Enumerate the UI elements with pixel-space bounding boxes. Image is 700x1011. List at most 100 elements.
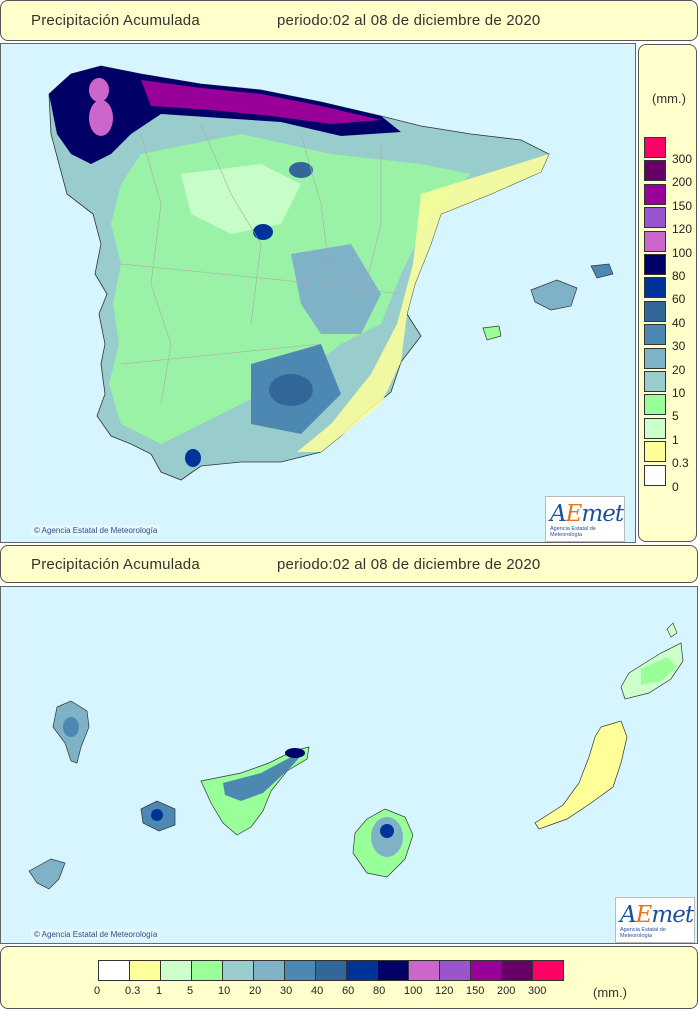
horizontal-legend-swatch xyxy=(377,960,409,981)
tenerife-blue xyxy=(223,751,305,801)
horizontal-legend-unit: (mm.) xyxy=(593,985,627,1000)
vertical-legend-label: 40 xyxy=(672,315,686,330)
galicia-pink xyxy=(89,100,113,136)
horizontal-legend-swatch xyxy=(346,960,378,981)
aemet-logo-brand-bottom: AEmet xyxy=(620,902,694,928)
vertical-legend-swatch xyxy=(644,230,666,252)
aemet-logo-top: AEmet Agencia Estatal de Meteorología xyxy=(545,496,625,542)
vertical-legend-label: 0.3 xyxy=(672,456,689,471)
vertical-legend-label: 30 xyxy=(672,339,686,354)
horizontal-legend-label: 120 xyxy=(435,985,454,997)
vertical-legend-swatch xyxy=(644,137,666,158)
vertical-legend-swatch xyxy=(644,347,666,369)
horizontal-legend-label: 1 xyxy=(156,985,163,997)
madrid-dark-spot xyxy=(253,224,273,240)
ebro-spot xyxy=(289,162,313,178)
peninsula-map[interactable]: © Agencia Estatal de Meteorología AEmet … xyxy=(0,43,636,543)
horizontal-legend-label: 60 xyxy=(342,985,355,997)
horizontal-legend-label: 300 xyxy=(528,985,547,997)
horizontal-legend-label: 200 xyxy=(497,985,516,997)
vertical-legend-label: 300 xyxy=(672,152,693,166)
canary-map-title: Precipitación Acumulada xyxy=(31,556,200,573)
gran-canaria-core xyxy=(380,824,394,838)
horizontal-legend-label: 5 xyxy=(187,985,194,997)
vertical-legend-label: 200 xyxy=(672,175,693,190)
horizontal-legend-label: 0 xyxy=(94,985,101,997)
horizontal-legend-swatch xyxy=(470,960,502,981)
horizontal-legend-swatch xyxy=(129,960,161,981)
vertical-legend-label: 0 xyxy=(672,479,679,494)
vertical-legend-swatch xyxy=(644,207,666,229)
horizontal-legend-label: 100 xyxy=(404,985,423,997)
region-borders xyxy=(120,123,402,405)
el-hierro-island xyxy=(28,858,66,890)
horizontal-legend-swatch xyxy=(191,960,223,981)
la-gomera-core xyxy=(151,809,163,821)
aemet-logo-brand: AEmet xyxy=(550,501,624,527)
vertical-legend-label: 150 xyxy=(672,198,693,213)
horizontal-legend-label: 20 xyxy=(249,985,262,997)
horizontal-legend-swatch xyxy=(253,960,285,981)
vertical-legend-label: 10 xyxy=(672,386,686,400)
aemet-logo-bottom: AEmet Agencia Estatal de Meteorología xyxy=(615,897,695,943)
horizontal-legend-swatch xyxy=(284,960,316,981)
central-very-light xyxy=(181,164,301,234)
horizontal-legend-swatch xyxy=(408,960,440,981)
vertical-legend-swatch xyxy=(644,160,666,182)
east-coast-dry xyxy=(297,154,549,452)
la-palma-dark xyxy=(63,717,79,737)
vertical-legend-swatch xyxy=(644,394,666,416)
horizontal-legend-swatch xyxy=(439,960,471,981)
vertical-legend-swatch xyxy=(644,254,666,275)
south-dark-core xyxy=(269,374,313,406)
aemet-logo-subtitle: Agencia Estatal de Meteorología xyxy=(550,526,596,538)
fuerteventura-island xyxy=(534,720,628,830)
vertical-legend-label: 5 xyxy=(672,409,679,424)
horizontal-legend-label: 10 xyxy=(218,985,231,997)
canary-map-period: periodo:02 al 08 de diciembre de 2020 xyxy=(277,556,541,573)
meseta-blue-zone xyxy=(291,244,381,334)
horizontal-legend-swatch xyxy=(315,960,347,981)
canary-map[interactable]: © Agencia Estatal de Meteorología AEmet … xyxy=(0,586,698,944)
horizontal-legend-label: 40 xyxy=(311,985,324,997)
horizontal-legend-label: 150 xyxy=(466,985,485,997)
north-coast-heavy xyxy=(49,66,401,164)
horizontal-legend-swatch xyxy=(532,960,564,981)
vertical-legend-label: 60 xyxy=(672,292,686,307)
vertical-legend: (mm.) 300 200 150 120 100 80 60 40 30 20 10 5 1 0.3 0 xyxy=(638,44,697,542)
horizontal-legend-swatch xyxy=(501,960,533,981)
top-title-banner: Precipitación Acumulada periodo:02 al 08… xyxy=(0,0,698,41)
horizontal-legend-swatch xyxy=(222,960,254,981)
aemet-logo-subtitle-bottom: Agencia Estatal de Meteorología xyxy=(620,927,666,939)
lanzarote-green xyxy=(641,657,677,685)
top-map-period: periodo:02 al 08 de diciembre de 2020 xyxy=(277,12,541,29)
north-coast-purple xyxy=(141,80,381,124)
vertical-legend-swatch xyxy=(644,441,666,463)
menorca-island xyxy=(590,263,614,279)
vertical-legend-label: 120 xyxy=(672,222,693,237)
vertical-legend-label: 100 xyxy=(672,245,693,260)
horizontal-legend-label: 80 xyxy=(373,985,386,997)
canary-map-canvas xyxy=(28,622,684,890)
horizontal-legend-label: 30 xyxy=(280,985,293,997)
vertical-legend-label: 20 xyxy=(672,362,686,377)
vertical-legend-swatch xyxy=(644,277,666,299)
tenerife-dark-tip xyxy=(285,748,305,758)
peninsula-map-canvas xyxy=(48,65,614,481)
top-map-title: Precipitación Acumulada xyxy=(31,12,200,29)
peninsula-map-credit: © Agencia Estatal de Meteorología xyxy=(31,525,161,536)
vertical-legend-unit: (mm.) xyxy=(652,91,686,106)
middle-title-banner: Precipitación Acumulada periodo:02 al 08… xyxy=(0,545,698,583)
canary-map-credit: © Agencia Estatal de Meteorología xyxy=(31,929,161,940)
vertical-legend-swatch xyxy=(644,300,666,322)
mallorca-island xyxy=(530,279,578,311)
vertical-legend-swatch xyxy=(644,417,666,439)
vertical-legend-label: 80 xyxy=(672,269,686,283)
la-graciosa-island xyxy=(666,622,678,638)
ibiza-island xyxy=(482,325,502,341)
horizontal-legend-swatch xyxy=(160,960,192,981)
horizontal-legend: 0 0.3 1 5 10 20 30 40 60 80 100 120 150 200 300 (mm.) xyxy=(0,946,698,1009)
vertical-legend-swatch xyxy=(644,464,666,486)
vertical-legend-swatch xyxy=(644,324,666,346)
vertical-legend-swatch xyxy=(644,371,666,392)
